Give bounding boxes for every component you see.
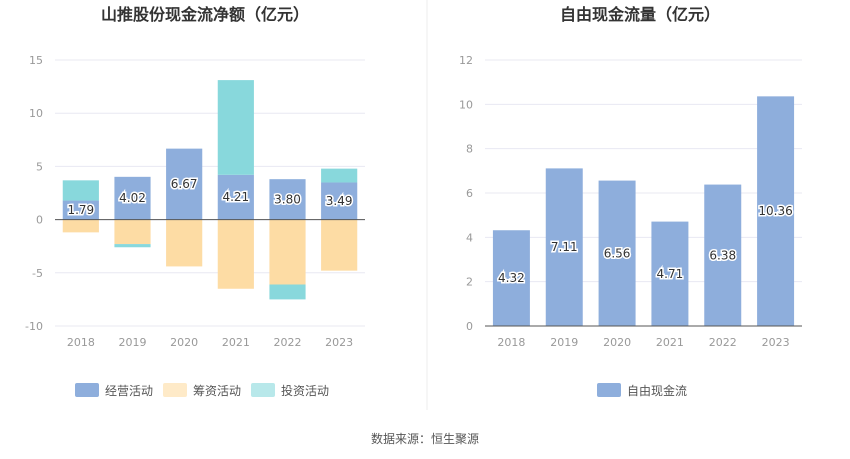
bar-自由现金流-2020 xyxy=(598,180,636,326)
bar-自由现金流-2021 xyxy=(651,221,689,326)
legend-label: 经营活动 xyxy=(105,384,153,398)
data-source-footer: 数据来源：恒生聚源 xyxy=(371,431,479,446)
x-tick-label: 2023 xyxy=(325,336,353,349)
legend-label: 筹资活动 xyxy=(193,384,241,398)
bar-经营活动-2020 xyxy=(166,148,203,220)
x-tick-label: 2020 xyxy=(170,336,198,349)
bar-筹资活动-2021 xyxy=(217,219,254,289)
bar-筹资活动-2023 xyxy=(321,219,358,271)
data-label: 4.32 xyxy=(498,271,525,285)
data-label: 4.02 xyxy=(119,191,146,205)
bar-经营活动-2019 xyxy=(114,176,151,220)
legend-item: 筹资活动 xyxy=(163,383,241,398)
y-tick-label: 12 xyxy=(459,54,473,67)
legend-item: 自由现金流 xyxy=(597,383,687,398)
left-chart: -10 -5 0 5 10 15 1.79 4.02 6.67 4.21 3.80 3.49 2018 2… xyxy=(25,54,365,398)
bar-自由现金流-2019 xyxy=(545,168,583,326)
bar-经营活动-2022 xyxy=(269,179,306,220)
bar-投资活动-2021 xyxy=(217,80,254,175)
y-tick-label: 8 xyxy=(466,143,473,156)
bar-经营活动-2018 xyxy=(62,200,99,220)
x-tick-label: 2023 xyxy=(762,336,790,349)
left-chart-title: 山推股份现金流净额（亿元） xyxy=(101,5,309,24)
x-tick-label: 2019 xyxy=(119,336,147,349)
legend-label: 自由现金流 xyxy=(627,383,687,398)
data-label: 3.49 xyxy=(326,194,353,208)
data-label: 6.56 xyxy=(604,246,631,260)
legend-swatch xyxy=(163,383,187,397)
data-label: 4.21 xyxy=(222,190,249,204)
legend-swatch xyxy=(251,383,275,397)
data-label: 7.11 xyxy=(551,240,578,254)
x-tick-label: 2021 xyxy=(656,336,684,349)
y-tick-label: 0 xyxy=(36,214,43,227)
y-tick-label: -5 xyxy=(32,267,43,280)
x-tick-label: 2021 xyxy=(222,336,250,349)
y-tick-label: 15 xyxy=(29,54,43,67)
legend-swatch xyxy=(75,383,99,397)
right-chart-title: 自由现金流量（亿元） xyxy=(560,5,720,24)
x-tick-label: 2018 xyxy=(67,336,95,349)
y-tick-label: 6 xyxy=(466,187,473,200)
y-tick-label: 0 xyxy=(466,320,473,333)
bar-经营活动-2023 xyxy=(321,182,358,220)
data-label: 4.71 xyxy=(657,267,684,281)
bar-自由现金流-2022 xyxy=(704,184,742,326)
bar-筹资活动-2018 xyxy=(62,219,99,233)
bar-经营活动-2021 xyxy=(217,174,254,220)
bar-筹资活动-2020 xyxy=(166,219,203,267)
y-tick-label: 5 xyxy=(36,160,43,173)
y-tick-label: 2 xyxy=(466,276,473,289)
bar-筹资活动-2019 xyxy=(114,219,151,245)
y-tick-label: 4 xyxy=(466,231,473,244)
bar-筹资活动-2022 xyxy=(269,219,306,285)
y-tick-label: 10 xyxy=(29,107,43,120)
data-label: 10.36 xyxy=(758,204,792,218)
x-tick-label: 2018 xyxy=(497,336,525,349)
y-tick-label: -10 xyxy=(25,320,43,333)
x-tick-label: 2022 xyxy=(709,336,737,349)
data-label: 6.67 xyxy=(171,177,198,191)
y-tick-label: 10 xyxy=(459,98,473,111)
data-label: 3.80 xyxy=(274,192,301,206)
bar-投资活动-2022 xyxy=(269,284,306,300)
bar-自由现金流-2018 xyxy=(492,230,530,326)
legend-label: 投资活动 xyxy=(281,383,329,398)
legend-item: 经营活动 xyxy=(75,383,153,398)
x-tick-label: 2019 xyxy=(550,336,578,349)
bar-投资活动-2023 xyxy=(321,168,358,183)
legend-item: 投资活动 xyxy=(251,383,329,398)
bar-投资活动-2019 xyxy=(114,244,151,248)
x-tick-label: 2020 xyxy=(603,336,631,349)
data-label: 6.38 xyxy=(709,248,736,262)
bar-投资活动-2018 xyxy=(62,180,99,201)
x-tick-label: 2022 xyxy=(274,336,302,349)
bar-自由现金流-2023 xyxy=(757,96,795,326)
data-label: 1.79 xyxy=(67,203,94,217)
right-chart: 0 2 4 6 8 10 12 4.32 7.11 6.56 4.71 6.38 10.36 2018 20… xyxy=(459,54,802,398)
legend-swatch xyxy=(597,383,621,397)
